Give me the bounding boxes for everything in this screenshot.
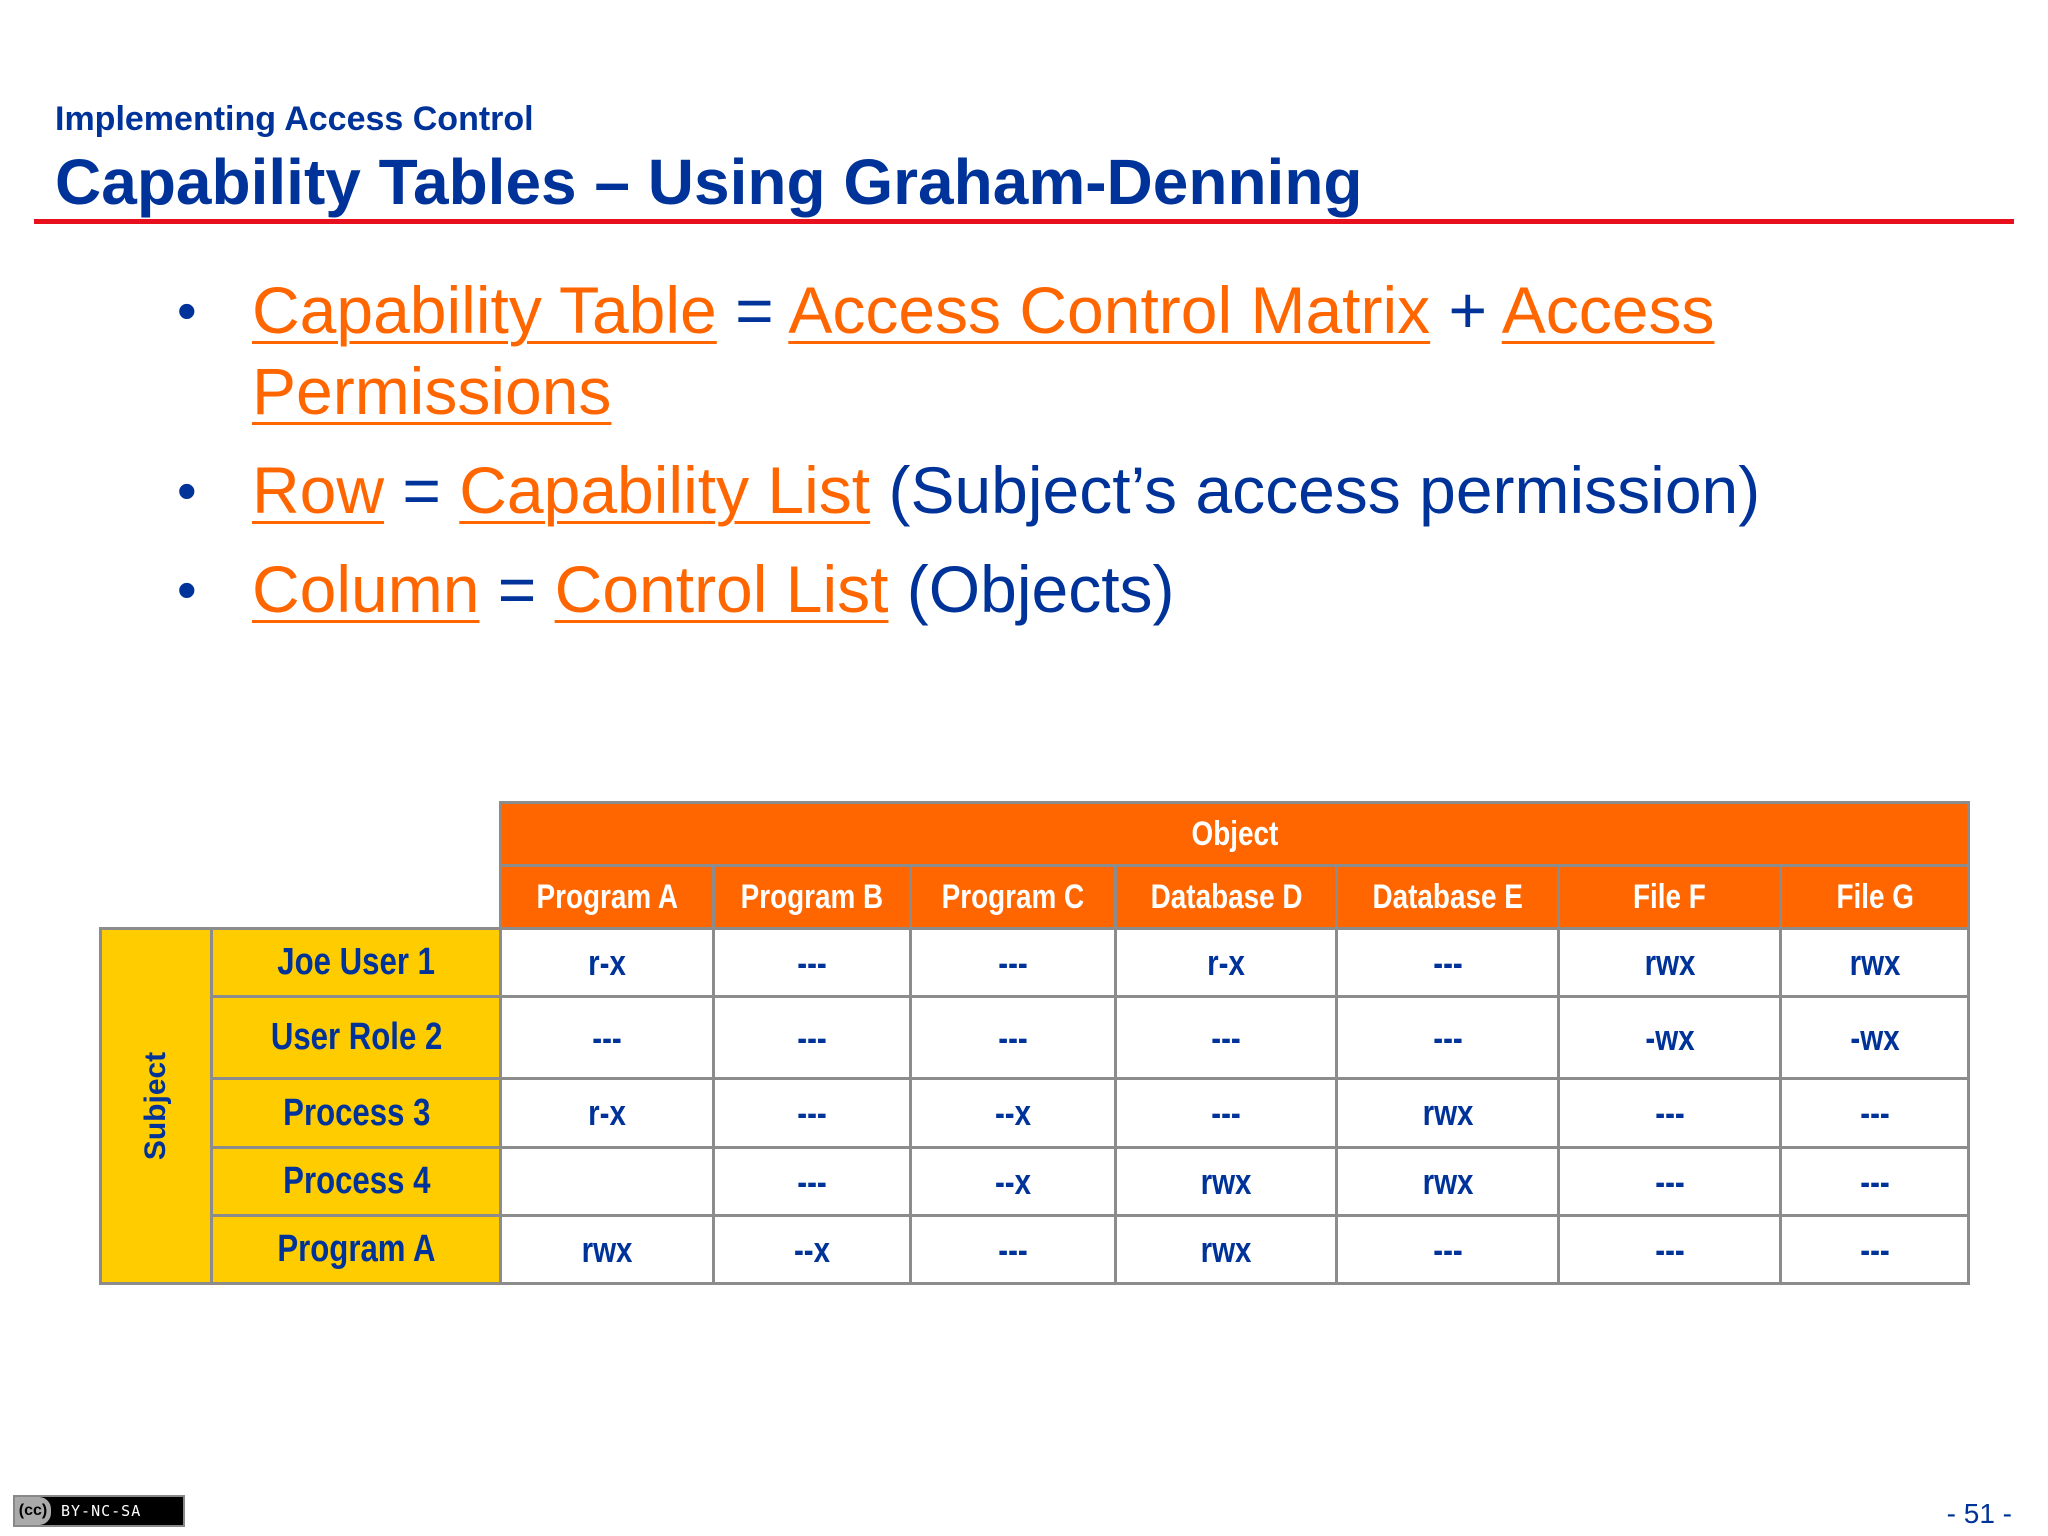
object-header: Object [499,801,1971,867]
text: + [1430,273,1502,347]
permission-cell: -wx [1779,995,1971,1080]
row-header: Joe User 1 [210,927,503,998]
permission-cell: --- [712,995,913,1080]
text: = [479,552,555,626]
column-header: Program B [712,864,913,930]
permission-cell: --- [1114,995,1339,1080]
column-header: Database D [1114,864,1339,930]
corner-blank [100,802,501,866]
link-row[interactable]: Row [252,453,385,527]
column-header: Program C [909,864,1118,930]
permission-cell: --- [499,995,716,1080]
permission-cell: --- [712,1146,913,1217]
permission-cell: --- [1779,1146,1971,1217]
column-header: File G [1779,864,1971,930]
page-number: - 51 - [1946,1498,2012,1529]
permission-cell: --- [1114,1077,1339,1149]
cc-icon: (cc) [15,1497,51,1525]
permission-cell: --- [1557,1146,1783,1217]
section-label: Implementing Access Control [55,100,534,138]
permission-cell: --x [909,1077,1118,1149]
corner-blank [100,865,501,929]
capability-table: Object Program A Program B Program C Databas… [98,801,1971,1285]
row-header: Program A [210,1214,503,1285]
row-header: User Role 2 [210,995,503,1080]
row-header: Process 4 [210,1146,503,1217]
permission-cell: rwx [1557,927,1783,998]
bullet-item: Column = Control List (Objects) [177,549,1952,630]
permission-cell: rwx [1114,1146,1339,1217]
permission-cell: rwx [1114,1214,1339,1285]
permission-cell: --- [909,1214,1118,1285]
table-row: User Role 2 --- --- --- --- --- -wx -wx [101,995,1971,1080]
row-header: Process 3 [210,1077,503,1149]
permission-cell: --- [909,927,1118,998]
permission-cell: rwx [1779,927,1971,998]
permission-cell: rwx [1335,1077,1561,1149]
permission-cell: --x [712,1214,913,1285]
text: (Subject’s access permission) [870,453,1761,527]
subject-header: Subject [98,927,214,1285]
permission-cell [499,1146,716,1217]
permission-cell: --x [909,1146,1118,1217]
permission-cell: --- [1557,1077,1783,1149]
title-divider [34,219,2014,224]
permission-cell: --- [712,927,913,998]
permission-cell: r-x [499,927,716,998]
permission-cell: rwx [499,1214,716,1285]
permission-cell: --- [1557,1214,1783,1285]
text: = [716,273,789,347]
permission-cell: -wx [1557,995,1783,1080]
permission-cell: --- [909,995,1118,1080]
column-header: Program A [499,864,716,930]
text: = [384,453,460,527]
permission-cell: r-x [1114,927,1339,998]
permission-cell: --- [1779,1214,1971,1285]
permission-cell: r-x [499,1077,716,1149]
bullet-list: Capability Table = Access Control Matrix… [177,270,1952,648]
link-control-list[interactable]: Control List [554,552,889,626]
text: (Objects) [888,552,1175,626]
link-capability-table[interactable]: Capability Table [252,273,717,347]
slide-title: Capability Tables – Using Graham-Denning [55,146,1363,218]
permission-cell: --- [1335,995,1561,1080]
link-capability-list[interactable]: Capability List [459,453,871,527]
table-row: Process 4 --- --x rwx rwx --- --- [101,1146,1971,1217]
table-row: Subject Joe User 1 r-x --- --- r-x --- rwx rwx [98,927,1971,1285]
link-access-control-matrix[interactable]: Access Control Matrix [788,273,1431,347]
table-row: Process 3 r-x --- --x --- rwx --- --- [101,1077,1971,1149]
link-column[interactable]: Column [252,552,480,626]
link-access-permissions[interactable]: Access Permissions [252,273,1715,428]
cc-license-badge: (cc) BY-NC-SA [13,1495,185,1527]
permission-cell: --- [712,1077,913,1149]
permission-cell: --- [1779,1077,1971,1149]
permission-cell: --- [1335,1214,1561,1285]
permission-cell: rwx [1335,1146,1561,1217]
bullet-item: Row = Capability List (Subject’s access … [177,450,1952,531]
permission-cell: --- [1335,927,1561,998]
license-text: BY-NC-SA [61,1502,142,1520]
column-header: Database E [1335,864,1561,930]
bullet-item: Capability Table = Access Control Matrix… [177,270,1952,432]
column-header: File F [1557,864,1783,930]
